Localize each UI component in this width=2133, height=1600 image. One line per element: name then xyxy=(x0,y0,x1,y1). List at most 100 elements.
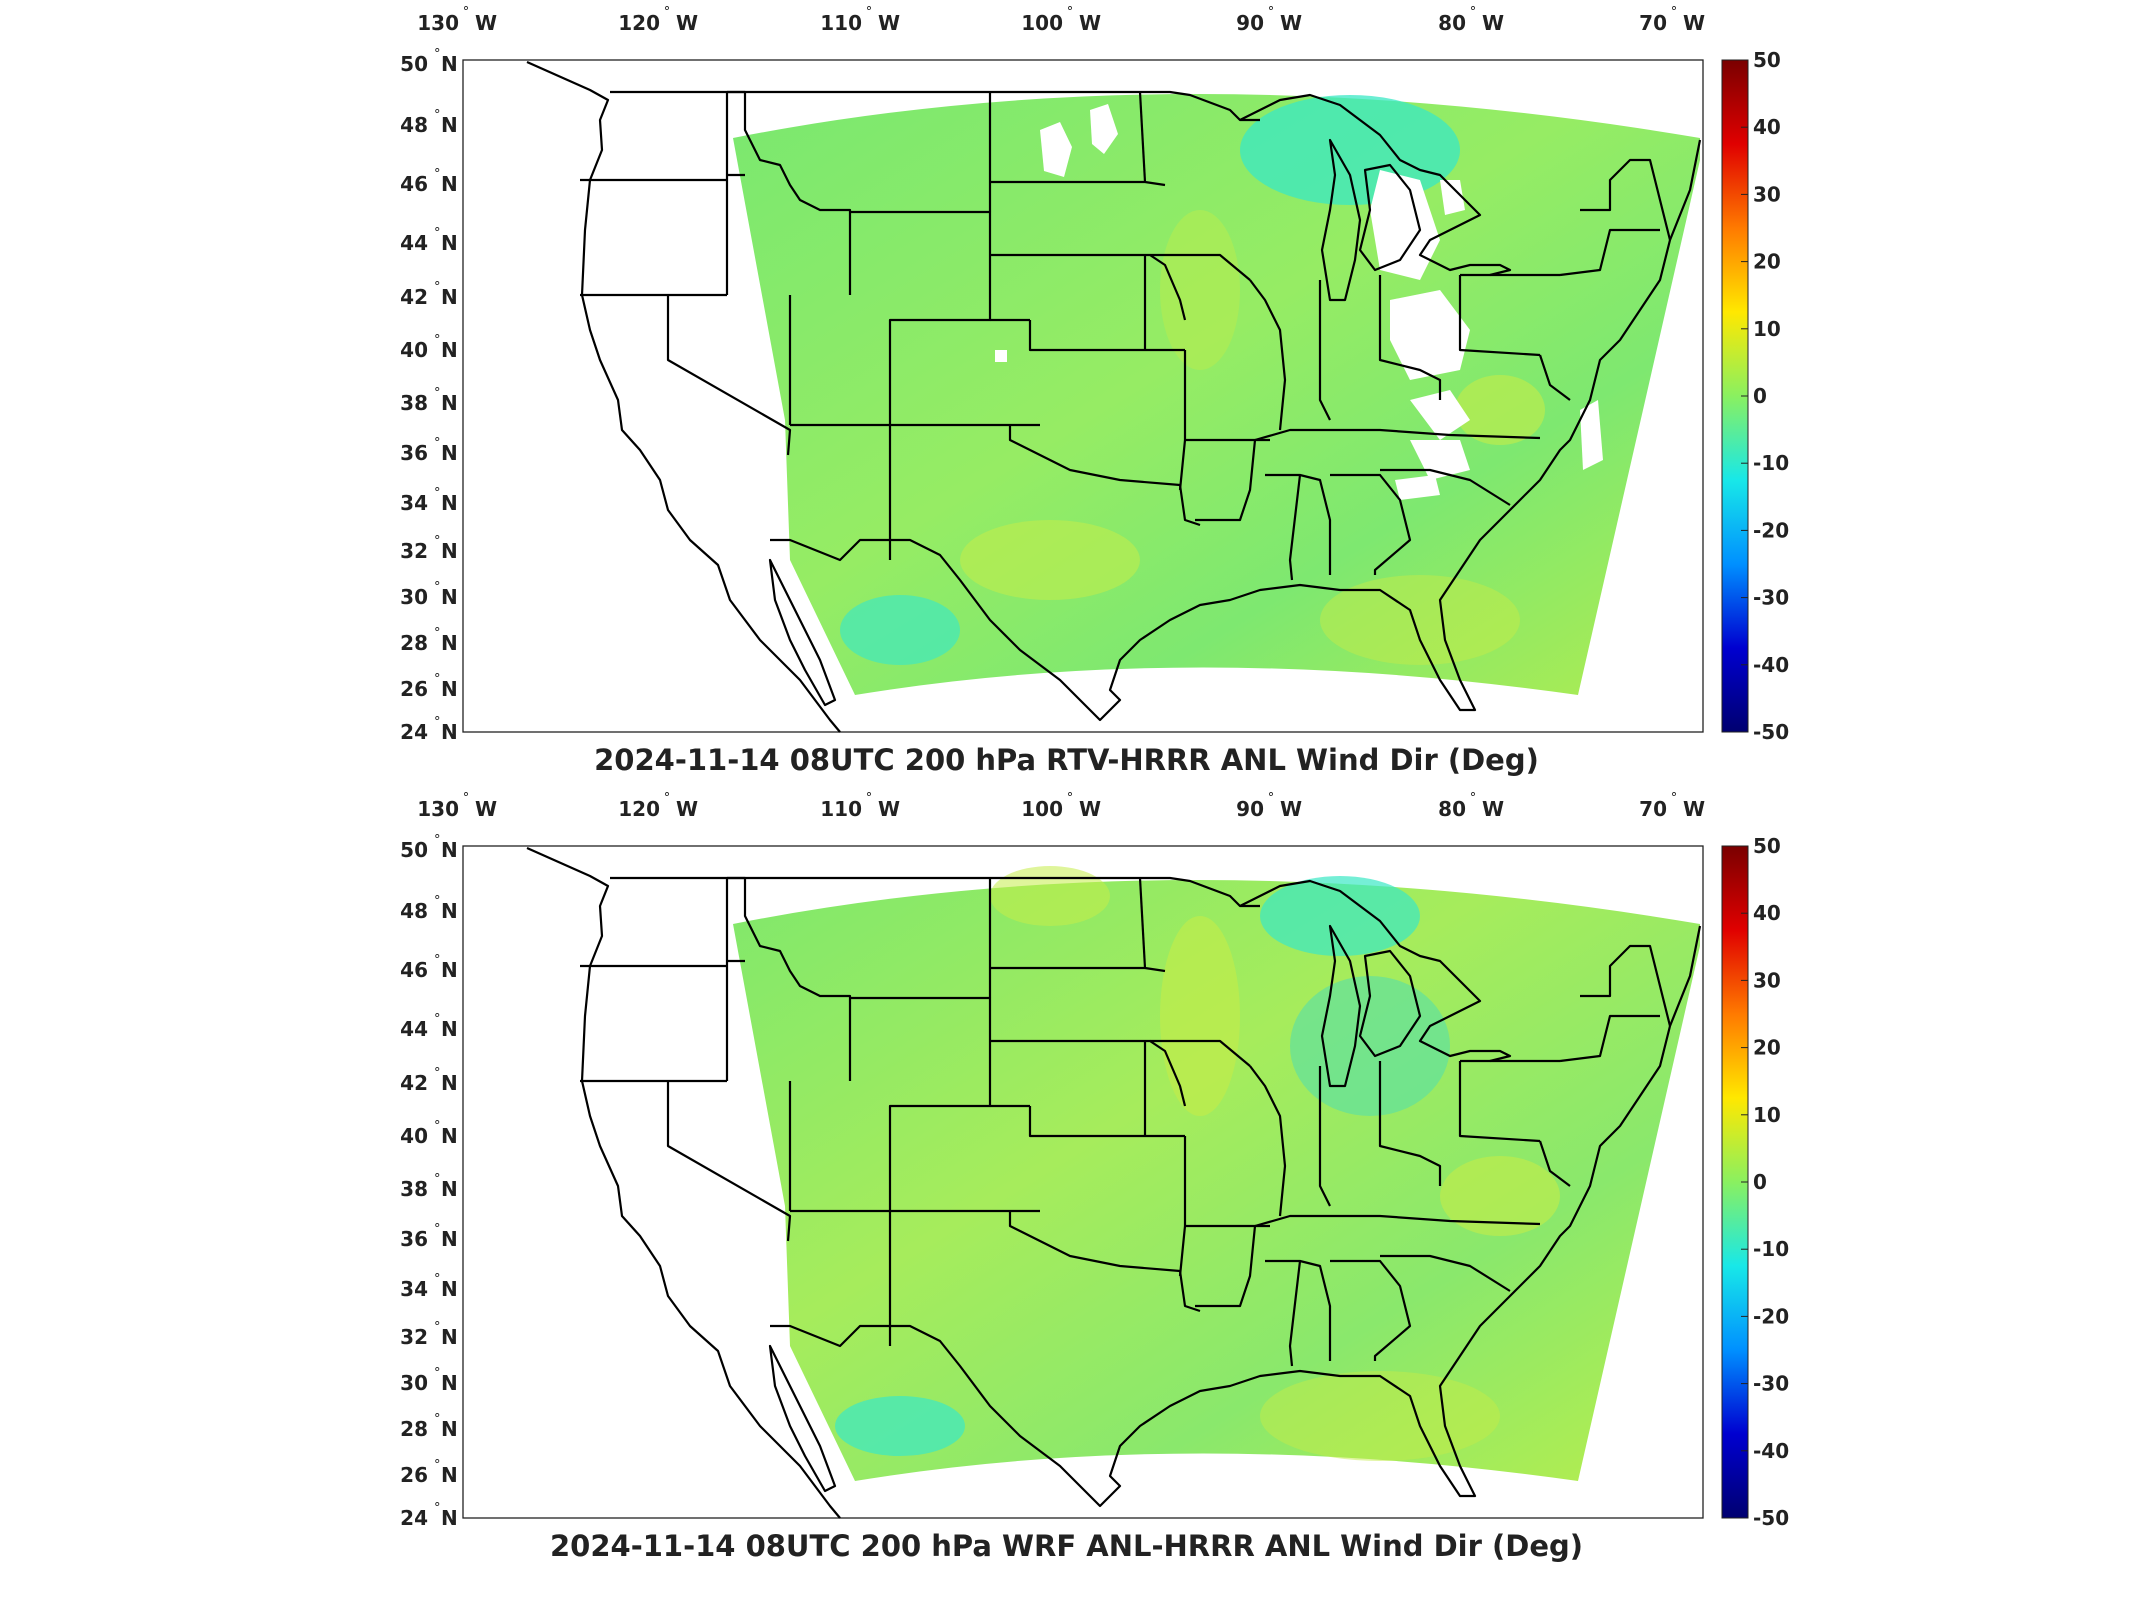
canada-border xyxy=(610,876,1260,908)
degree-symbol: ° xyxy=(434,833,441,848)
lon-tick-hemisphere: W xyxy=(676,11,698,35)
lat-tick-label: 34 ° N xyxy=(400,486,458,515)
colorbar-tick-label: 30 xyxy=(1753,968,1781,992)
lake-michigan xyxy=(1320,924,1362,1088)
colorbar-tick-label: -40 xyxy=(1753,653,1789,677)
lat-tick-hemisphere: N xyxy=(441,172,458,196)
lat-tick-value: 36 xyxy=(400,441,428,465)
degree-symbol: ° xyxy=(664,791,671,806)
great-lakes-outline xyxy=(1239,93,1512,277)
lat-tick-value: 34 xyxy=(400,491,428,515)
degree-symbol: ° xyxy=(1470,5,1477,20)
lat-tick-value: 38 xyxy=(400,1177,428,1201)
lat-tick-value: 42 xyxy=(400,1071,428,1095)
degree-symbol: ° xyxy=(434,894,441,909)
degree-symbol: ° xyxy=(434,108,441,123)
degree-symbol: ° xyxy=(434,167,441,182)
lon-tick-value: 110 xyxy=(820,797,862,821)
lon-tick-value: 80 xyxy=(1438,797,1466,821)
colorbar-tick-label: -30 xyxy=(1753,586,1789,610)
map-panel-bottom: 130 ° W 120 ° W 110 ° W 100 ° W 90 ° W 80 ° W 70 ° W 50 ° N 48 °… xyxy=(0,786,2133,1586)
lat-tick-hemisphere: N xyxy=(441,52,458,76)
east-coastline xyxy=(770,925,1702,1508)
degree-symbol: ° xyxy=(463,5,470,20)
degree-symbol: ° xyxy=(434,1119,441,1134)
map-figure-bottom: 130 ° W 120 ° W 110 ° W 100 ° W 90 ° W 80 ° W 70 ° W 50 ° N48 °… xyxy=(400,791,1789,1530)
colorbar-tick-label: 20 xyxy=(1753,1036,1781,1060)
lat-tick-label: 40 ° N xyxy=(400,333,458,362)
lon-tick-hemisphere: W xyxy=(475,797,497,821)
lat-tick-value: 26 xyxy=(400,1463,428,1487)
lat-tick-hemisphere: N xyxy=(441,231,458,255)
lon-tick-label: 130 ° W xyxy=(417,791,497,821)
great-lakes-outline xyxy=(1239,879,1512,1063)
lat-tick-hemisphere: N xyxy=(441,677,458,701)
lat-tick-label: 44 ° N xyxy=(400,1012,458,1041)
colorbar: 50 40 30 20 10 0 -10 -20 -30 -40 -50 xyxy=(1721,48,1789,744)
lat-tick-hemisphere: N xyxy=(441,1506,458,1530)
west-coastline xyxy=(526,846,841,1519)
colorbar-tick-label: 50 xyxy=(1753,48,1781,72)
degree-symbol: ° xyxy=(434,1320,441,1335)
colorbar-tick-label: 10 xyxy=(1753,317,1781,341)
degree-symbol: ° xyxy=(434,1012,441,1027)
lon-tick-hemisphere: W xyxy=(1280,11,1302,35)
lat-tick-label: 36 ° N xyxy=(400,436,458,465)
colorbar-tick-labels: 50 40 30 20 10 0 -10 -20 -30 -40 -50 xyxy=(1741,834,1789,1530)
lon-tick-label: 120 ° W xyxy=(618,5,698,35)
lat-tick-hemisphere: N xyxy=(441,1124,458,1148)
lat-tick-value: 40 xyxy=(400,338,428,362)
lat-tick-value: 36 xyxy=(400,1227,428,1251)
state-boundaries xyxy=(526,60,1702,733)
lat-tick-value: 26 xyxy=(400,677,428,701)
lat-tick-label: 44 ° N xyxy=(400,226,458,255)
lat-tick-value: 30 xyxy=(400,585,428,609)
colorbar-tick-label: 10 xyxy=(1753,1103,1781,1127)
lat-tick-hemisphere: N xyxy=(441,585,458,609)
degree-symbol: ° xyxy=(434,715,441,730)
lat-tick-hemisphere: N xyxy=(441,720,458,744)
degree-symbol: ° xyxy=(434,386,441,401)
lon-tick-value: 80 xyxy=(1438,11,1466,35)
lat-tick-value: 28 xyxy=(400,631,428,655)
lat-tick-label: 28 ° N xyxy=(400,626,458,655)
lon-tick-value: 70 xyxy=(1639,797,1667,821)
degree-symbol: ° xyxy=(866,791,873,806)
degree-symbol: ° xyxy=(434,436,441,451)
lat-tick-hemisphere: N xyxy=(441,1227,458,1251)
colorbar-tick-label: 20 xyxy=(1753,250,1781,274)
lat-tick-value: 32 xyxy=(400,1325,428,1349)
lat-tick-value: 42 xyxy=(400,285,428,309)
lake-huron-michigan-mitten xyxy=(1358,163,1422,272)
degree-symbol: ° xyxy=(434,47,441,62)
lon-tick-label: 100 ° W xyxy=(1021,5,1101,35)
lat-tick-value: 30 xyxy=(400,1371,428,1395)
lat-tick-hemisphere: N xyxy=(441,631,458,655)
yellow-anomaly-montana xyxy=(990,866,1110,926)
colorbar-tick-label: -50 xyxy=(1753,720,1789,744)
lat-tick-hemisphere: N xyxy=(441,539,458,563)
canada-border xyxy=(610,90,1260,122)
lon-tick-label: 130 ° W xyxy=(417,5,497,35)
lon-tick-label: 90 ° W xyxy=(1236,5,1302,35)
lon-tick-hemisphere: W xyxy=(475,11,497,35)
lat-tick-value: 28 xyxy=(400,1417,428,1441)
lat-tick-label: 38 ° N xyxy=(400,1172,458,1201)
wind-direction-field xyxy=(733,866,1700,1481)
degree-symbol: ° xyxy=(434,1366,441,1381)
lon-tick-value: 100 xyxy=(1021,797,1063,821)
lon-tick-hemisphere: W xyxy=(1482,11,1504,35)
lat-tick-label: 34 ° N xyxy=(400,1272,458,1301)
latitude-ticks: 50 ° N48 ° N46 ° N44 ° N42 ° N40 ° N38 ° N36 ° N34 ° N32 ° N… xyxy=(400,47,458,744)
lon-tick-value: 130 xyxy=(417,11,459,35)
lat-tick-label: 48 ° N xyxy=(400,108,458,137)
yellow-anomaly-central xyxy=(1160,210,1240,370)
panel-title-top: 2024-11-14 08UTC 200 hPa RTV-HRRR ANL Wi… xyxy=(594,743,1539,777)
yellow-anomaly-south xyxy=(1260,1371,1500,1461)
baja-peninsula xyxy=(768,1344,837,1493)
lat-tick-hemisphere: N xyxy=(441,1417,458,1441)
lat-tick-hemisphere: N xyxy=(441,491,458,515)
lon-tick-hemisphere: W xyxy=(878,797,900,821)
lon-tick-hemisphere: W xyxy=(1683,797,1705,821)
colorbar-tick-label: 0 xyxy=(1753,384,1767,408)
